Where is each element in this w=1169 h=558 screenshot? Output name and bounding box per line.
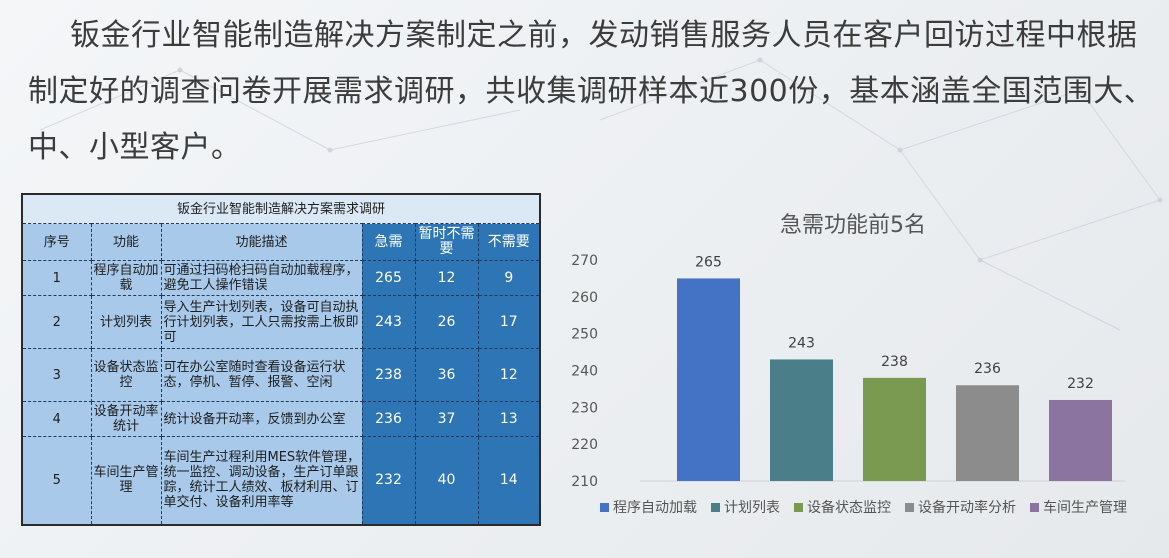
cell-not-now: 40 [414, 436, 479, 525]
header-not-now: 暂时不需要 [414, 223, 479, 261]
cell-description: 可在办公室随时查看设备运行状态，停机、暂停、报警、空闲 [160, 348, 363, 402]
table-title-row: 钣金行业智能制造解决方案需求调研 [21, 193, 541, 224]
table-row: 5 车间生产管理 车间生产过程利用MES软件管理，统一监控、调动设备，生产订单跟… [21, 436, 541, 525]
cell-function: 程序自动加载 [90, 260, 162, 296]
y-tick-label: 260 [571, 290, 598, 306]
bar [677, 278, 740, 481]
cell-description: 可通过扫码枪扫码自动加载程序，避免工人操作错误 [160, 260, 363, 296]
legend-swatch [794, 503, 803, 512]
y-tick-label: 250 [571, 327, 598, 343]
legend-swatch [905, 503, 914, 512]
legend-label: 设备状态监控 [807, 499, 891, 516]
legend-swatch [711, 503, 720, 512]
bar [956, 385, 1019, 481]
y-tick-label: 230 [571, 400, 598, 416]
cell-not-needed: 9 [477, 260, 541, 296]
bar [863, 377, 926, 481]
cell-not-needed: 17 [477, 295, 541, 349]
cell-function: 设备开动率统计 [90, 401, 162, 437]
header-function: 功能 [90, 223, 162, 261]
table-row: 3 设备状态监控 可在办公室随时查看设备运行状态，停机、暂停、报警、空闲 238… [21, 348, 541, 402]
y-tick-label: 220 [571, 437, 598, 453]
cell-urgent: 236 [361, 401, 416, 437]
table-row: 1 程序自动加载 可通过扫码枪扫码自动加载程序，避免工人操作错误 265 12 … [21, 260, 541, 296]
survey-table: 钣金行业智能制造解决方案需求调研 序号 功能 功能描述 急需 暂时不需要 不需要… [21, 193, 542, 526]
legend-label: 车间生产管理 [1043, 499, 1127, 516]
cell-no: 2 [21, 295, 92, 349]
bar [770, 359, 833, 481]
cell-urgent: 232 [361, 436, 416, 525]
cell-not-needed: 13 [477, 401, 541, 437]
bars-group: 265 243 238 236 232 [677, 254, 1112, 481]
table-header-row: 序号 功能 功能描述 急需 暂时不需要 不需要 [21, 223, 541, 261]
bar-value-label: 232 [1067, 376, 1094, 392]
cell-description: 车间生产过程利用MES软件管理，统一监控、调动设备，生产订单跟踪，统计工人绩效、… [160, 436, 363, 525]
cell-no: 3 [21, 348, 92, 402]
header-urgent: 急需 [361, 223, 416, 261]
legend-label: 设备开动率分析 [918, 499, 1016, 516]
chart-legend: 程序自动加载 计划列表 设备状态监控 设备开动率分析 车间生产管理 [600, 499, 1127, 516]
cell-function: 车间生产管理 [90, 436, 162, 525]
cell-not-now: 36 [414, 348, 479, 402]
bar-value-label: 236 [974, 361, 1001, 377]
cell-urgent: 265 [361, 260, 416, 296]
legend-label: 程序自动加载 [613, 500, 697, 516]
cell-not-needed: 14 [477, 436, 541, 525]
chart-title: 急需功能前5名 [780, 213, 926, 238]
cell-description: 统计设备开动率，反馈到办公室 [160, 401, 363, 437]
cell-not-needed: 12 [477, 348, 541, 402]
cell-urgent: 238 [361, 348, 416, 402]
y-axis: 210 220 230 240 250 260 270 [571, 253, 598, 490]
header-description: 功能描述 [160, 223, 363, 261]
cell-description: 导入生产计划列表，设备可自动执行计划列表，工人只需按需上板即可 [160, 295, 363, 349]
table-row: 2 计划列表 导入生产计划列表，设备可自动执行计划列表，工人只需按需上板即可 2… [21, 295, 541, 349]
cell-no: 5 [21, 436, 92, 525]
cell-no: 1 [21, 260, 92, 296]
cell-function: 设备状态监控 [90, 348, 162, 402]
cell-function: 计划列表 [90, 295, 162, 349]
cell-urgent: 243 [361, 295, 416, 349]
intro-paragraph: 钣金行业智能制造解决方案制定之前，发动销售服务人员在客户回访过程中根据制定好的调… [28, 18, 1155, 165]
y-tick-label: 270 [571, 253, 598, 269]
table-row: 4 设备开动率统计 统计设备开动率，反馈到办公室 236 37 13 [21, 401, 541, 437]
header-not-needed: 不需要 [477, 223, 541, 261]
cell-not-now: 26 [414, 295, 479, 349]
legend-swatch [1030, 503, 1039, 512]
cell-no: 4 [21, 401, 92, 437]
y-tick-label: 210 [571, 474, 598, 490]
legend-swatch [600, 503, 609, 512]
header-no: 序号 [21, 223, 92, 261]
bar [1049, 399, 1112, 481]
y-tick-label: 240 [571, 364, 598, 380]
bar-value-label: 238 [881, 354, 908, 370]
bar-value-label: 265 [695, 254, 722, 270]
cell-not-now: 37 [414, 401, 479, 437]
bar-value-label: 243 [788, 335, 815, 351]
table-title: 钣金行业智能制造解决方案需求调研 [21, 193, 541, 224]
legend-label: 计划列表 [724, 500, 780, 516]
cell-not-now: 12 [414, 260, 479, 296]
